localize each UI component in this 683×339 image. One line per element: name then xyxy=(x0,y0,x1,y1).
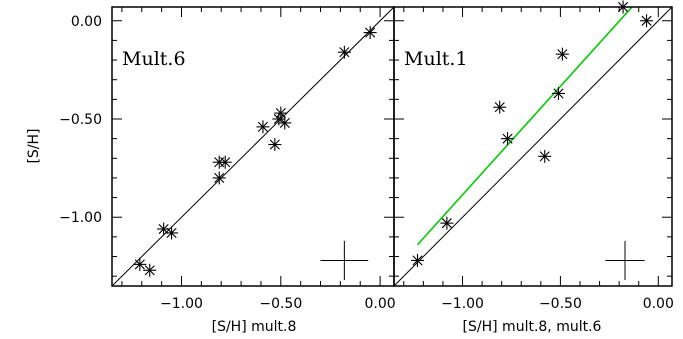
data-point xyxy=(640,14,654,28)
one-to-one-line xyxy=(112,7,394,286)
x-axis-label-right: [S/H] mult.8, mult.6 xyxy=(463,319,602,335)
y-axis-label: [S/H] xyxy=(26,128,42,163)
data-point xyxy=(410,253,424,267)
x-tick-label: 0.00 xyxy=(365,296,396,312)
data-point xyxy=(274,106,288,120)
data-point xyxy=(501,132,515,146)
data-point xyxy=(363,26,377,40)
y-tick-label: −0.50 xyxy=(59,112,102,128)
y-tick-label: 0.00 xyxy=(71,14,102,30)
panel-mult6: −1.00 −0.50 0.00 −1.00 −0.50 0.00 Mult.6 xyxy=(59,6,396,312)
x-tick-label: −0.50 xyxy=(259,296,302,312)
data-point xyxy=(143,263,157,277)
x-tick-label: −1.00 xyxy=(160,296,203,312)
panel-label: Mult.1 xyxy=(404,48,468,70)
data-point xyxy=(278,116,292,130)
data-point xyxy=(212,171,226,185)
data-point xyxy=(337,45,351,59)
data-point xyxy=(538,149,552,163)
data-point xyxy=(165,226,179,240)
one-to-one-line xyxy=(394,7,672,286)
fit-line xyxy=(416,7,634,246)
x-tick-label: −1.00 xyxy=(441,296,484,312)
data-point xyxy=(555,47,569,61)
x-axis-label-left: [S/H] mult.8 xyxy=(212,319,297,335)
panel-mult1: −1.00 −0.50 0.00 Mult.1 xyxy=(393,0,674,312)
plot-frame xyxy=(393,6,673,287)
x-tick-label: −0.50 xyxy=(539,296,582,312)
data-point xyxy=(493,100,507,114)
data-point xyxy=(256,120,270,134)
data-point xyxy=(133,257,147,271)
data-point xyxy=(268,138,282,152)
panel-label: Mult.6 xyxy=(122,48,186,70)
x-tick-label: 0.00 xyxy=(643,296,674,312)
y-tick-label: −1.00 xyxy=(59,210,102,226)
data-point xyxy=(440,216,454,230)
data-point xyxy=(551,86,565,100)
data-point xyxy=(218,155,232,169)
